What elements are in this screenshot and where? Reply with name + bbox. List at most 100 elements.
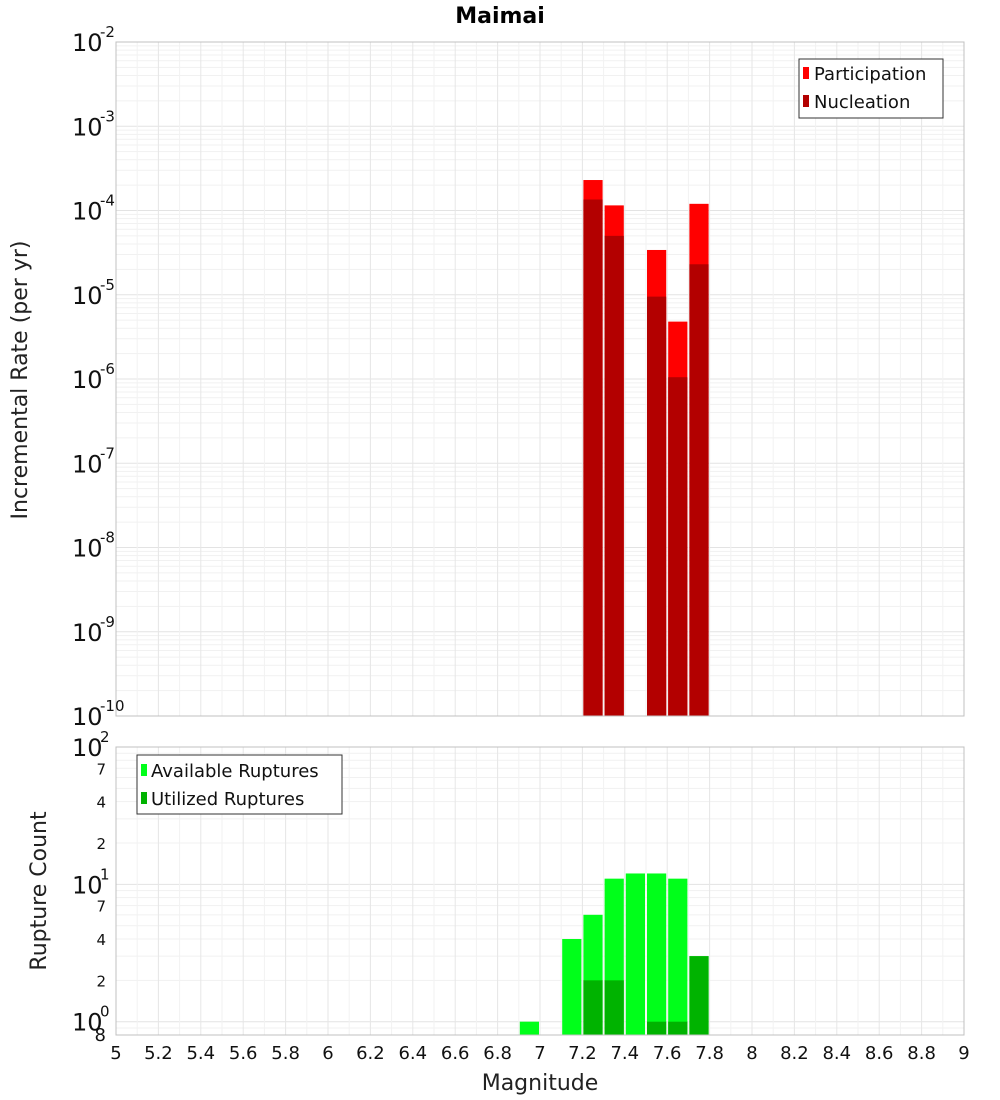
x-tick-label: 8.6 [865, 1043, 894, 1064]
y-minor-tick-label: 7 [96, 898, 106, 916]
nucleation-bar [647, 296, 667, 716]
y-tick-label: 10-3 [72, 107, 115, 141]
utilized-ruptures-bar [668, 1021, 688, 1035]
y-minor-tick-label: 2 [96, 835, 106, 853]
y-tick-exponent: -9 [100, 613, 115, 631]
plot-border [115, 41, 965, 717]
y-tick-base: 10 [72, 619, 103, 647]
nucleation-bar [689, 264, 709, 716]
nucleation-bar [668, 377, 688, 716]
x-tick-label: 5.2 [144, 1043, 173, 1064]
y-tick-exponent: -10 [100, 697, 125, 715]
x-tick-label: 5.4 [186, 1043, 215, 1064]
utilized-ruptures-bar [583, 980, 603, 1035]
available-ruptures-bar [519, 1021, 539, 1035]
legend-swatch [803, 67, 809, 79]
x-tick-label: 7.4 [610, 1043, 639, 1064]
y-minor-tick-label: 7 [96, 760, 106, 778]
y-tick-exponent: -2 [100, 23, 115, 41]
y-tick-label: 102 [72, 728, 110, 762]
plot-border [115, 746, 965, 1036]
y-tick-exponent: -4 [100, 192, 115, 210]
legend: Available Ruptures Utilized Ruptures [136, 754, 343, 815]
utilized-ruptures-bar [689, 956, 709, 1035]
x-tick-label: 7.6 [653, 1043, 682, 1064]
y-tick-exponent: -6 [100, 360, 115, 378]
y-tick-exponent: 1 [100, 865, 110, 883]
x-tick-label: 7 [534, 1043, 545, 1064]
y-minor-tick-label: 2 [96, 972, 106, 990]
available-ruptures-bar [668, 878, 688, 1035]
y-tick-label: 10-2 [72, 23, 115, 57]
x-tick-label: 5 [110, 1043, 121, 1064]
y-minor-tick-label: 4 [96, 931, 106, 949]
legend-entry: Participation [814, 64, 926, 85]
y-tick-base: 10 [72, 734, 103, 762]
y-minor-tick-label: 4 [96, 794, 106, 812]
utilized-ruptures-bar [604, 980, 624, 1035]
y-tick-exponent: 2 [100, 728, 110, 746]
y-tick-label: 10-9 [72, 613, 115, 647]
utilized-ruptures-bar [647, 1021, 667, 1035]
y-tick-label: 10-8 [72, 529, 115, 563]
x-tick-label: 6.2 [356, 1043, 385, 1064]
x-tick-label: 7.2 [568, 1043, 597, 1064]
y-tick-exponent: -3 [100, 107, 115, 125]
y-tick-base: 10 [72, 366, 103, 394]
legend-swatch [803, 95, 809, 107]
x-tick-label: 8 [746, 1043, 757, 1064]
y-tick-label: 10-4 [72, 192, 115, 226]
y-tick-label: 10-10 [72, 697, 125, 731]
x-tick-label: 6.4 [398, 1043, 427, 1064]
legend-entry: Utilized Ruptures [151, 789, 304, 810]
legend-entry: Available Ruptures [151, 761, 319, 782]
x-tick-label: 8.2 [780, 1043, 809, 1064]
y-axis-label: Rupture Count [27, 811, 52, 971]
y-tick-exponent: -7 [100, 444, 115, 462]
y-tick-exponent: -5 [100, 276, 115, 294]
y-tick-exponent: 0 [100, 1003, 110, 1021]
x-tick-label: 9 [958, 1043, 969, 1064]
rate-plot: 10-1010-910-810-710-610-510-410-310-2Inc… [8, 23, 965, 731]
x-axis-label: Magnitude [482, 1071, 599, 1096]
y-minor-tick-label: 8 [95, 1025, 106, 1046]
chart-title: Maimai [455, 4, 545, 29]
y-tick-base: 10 [72, 1009, 103, 1037]
y-tick-label: 10-6 [72, 360, 115, 394]
x-tick-label: 7.8 [695, 1043, 724, 1064]
x-tick-label: 8.8 [907, 1043, 936, 1064]
legend-swatch [141, 764, 147, 776]
y-tick-base: 10 [72, 282, 103, 310]
y-tick-label: 10-7 [72, 444, 115, 478]
x-tick-label: 6.6 [441, 1043, 470, 1064]
legend-box [136, 754, 343, 815]
x-tick-label: 5.8 [271, 1043, 300, 1064]
nucleation-bar [604, 235, 624, 717]
y-tick-label: 100 [72, 1003, 110, 1037]
nucleation-bar [583, 199, 603, 716]
available-ruptures-bar [625, 873, 645, 1035]
legend-entry: Nucleation [814, 92, 910, 113]
legend-box [798, 58, 944, 119]
legend-swatch [141, 792, 147, 804]
y-tick-label: 101 [72, 865, 110, 899]
y-tick-base: 10 [72, 29, 103, 57]
x-tick-label: 5.6 [229, 1043, 258, 1064]
y-tick-label: 10-5 [72, 276, 115, 310]
y-tick-exponent: -8 [100, 529, 115, 547]
y-tick-base: 10 [72, 113, 103, 141]
y-tick-base: 10 [72, 198, 103, 226]
y-tick-base: 10 [72, 703, 103, 731]
y-axis-label: Incremental Rate (per yr) [8, 241, 33, 520]
x-tick-label: 8.4 [822, 1043, 851, 1064]
y-tick-base: 10 [72, 450, 103, 478]
x-tick-label: 6 [322, 1043, 333, 1064]
x-tick-label: 6.8 [483, 1043, 512, 1064]
y-tick-base: 10 [72, 535, 103, 563]
available-ruptures-bar [562, 939, 582, 1035]
legend: Participation Nucleation [798, 58, 944, 119]
available-ruptures-bar [647, 873, 667, 1035]
